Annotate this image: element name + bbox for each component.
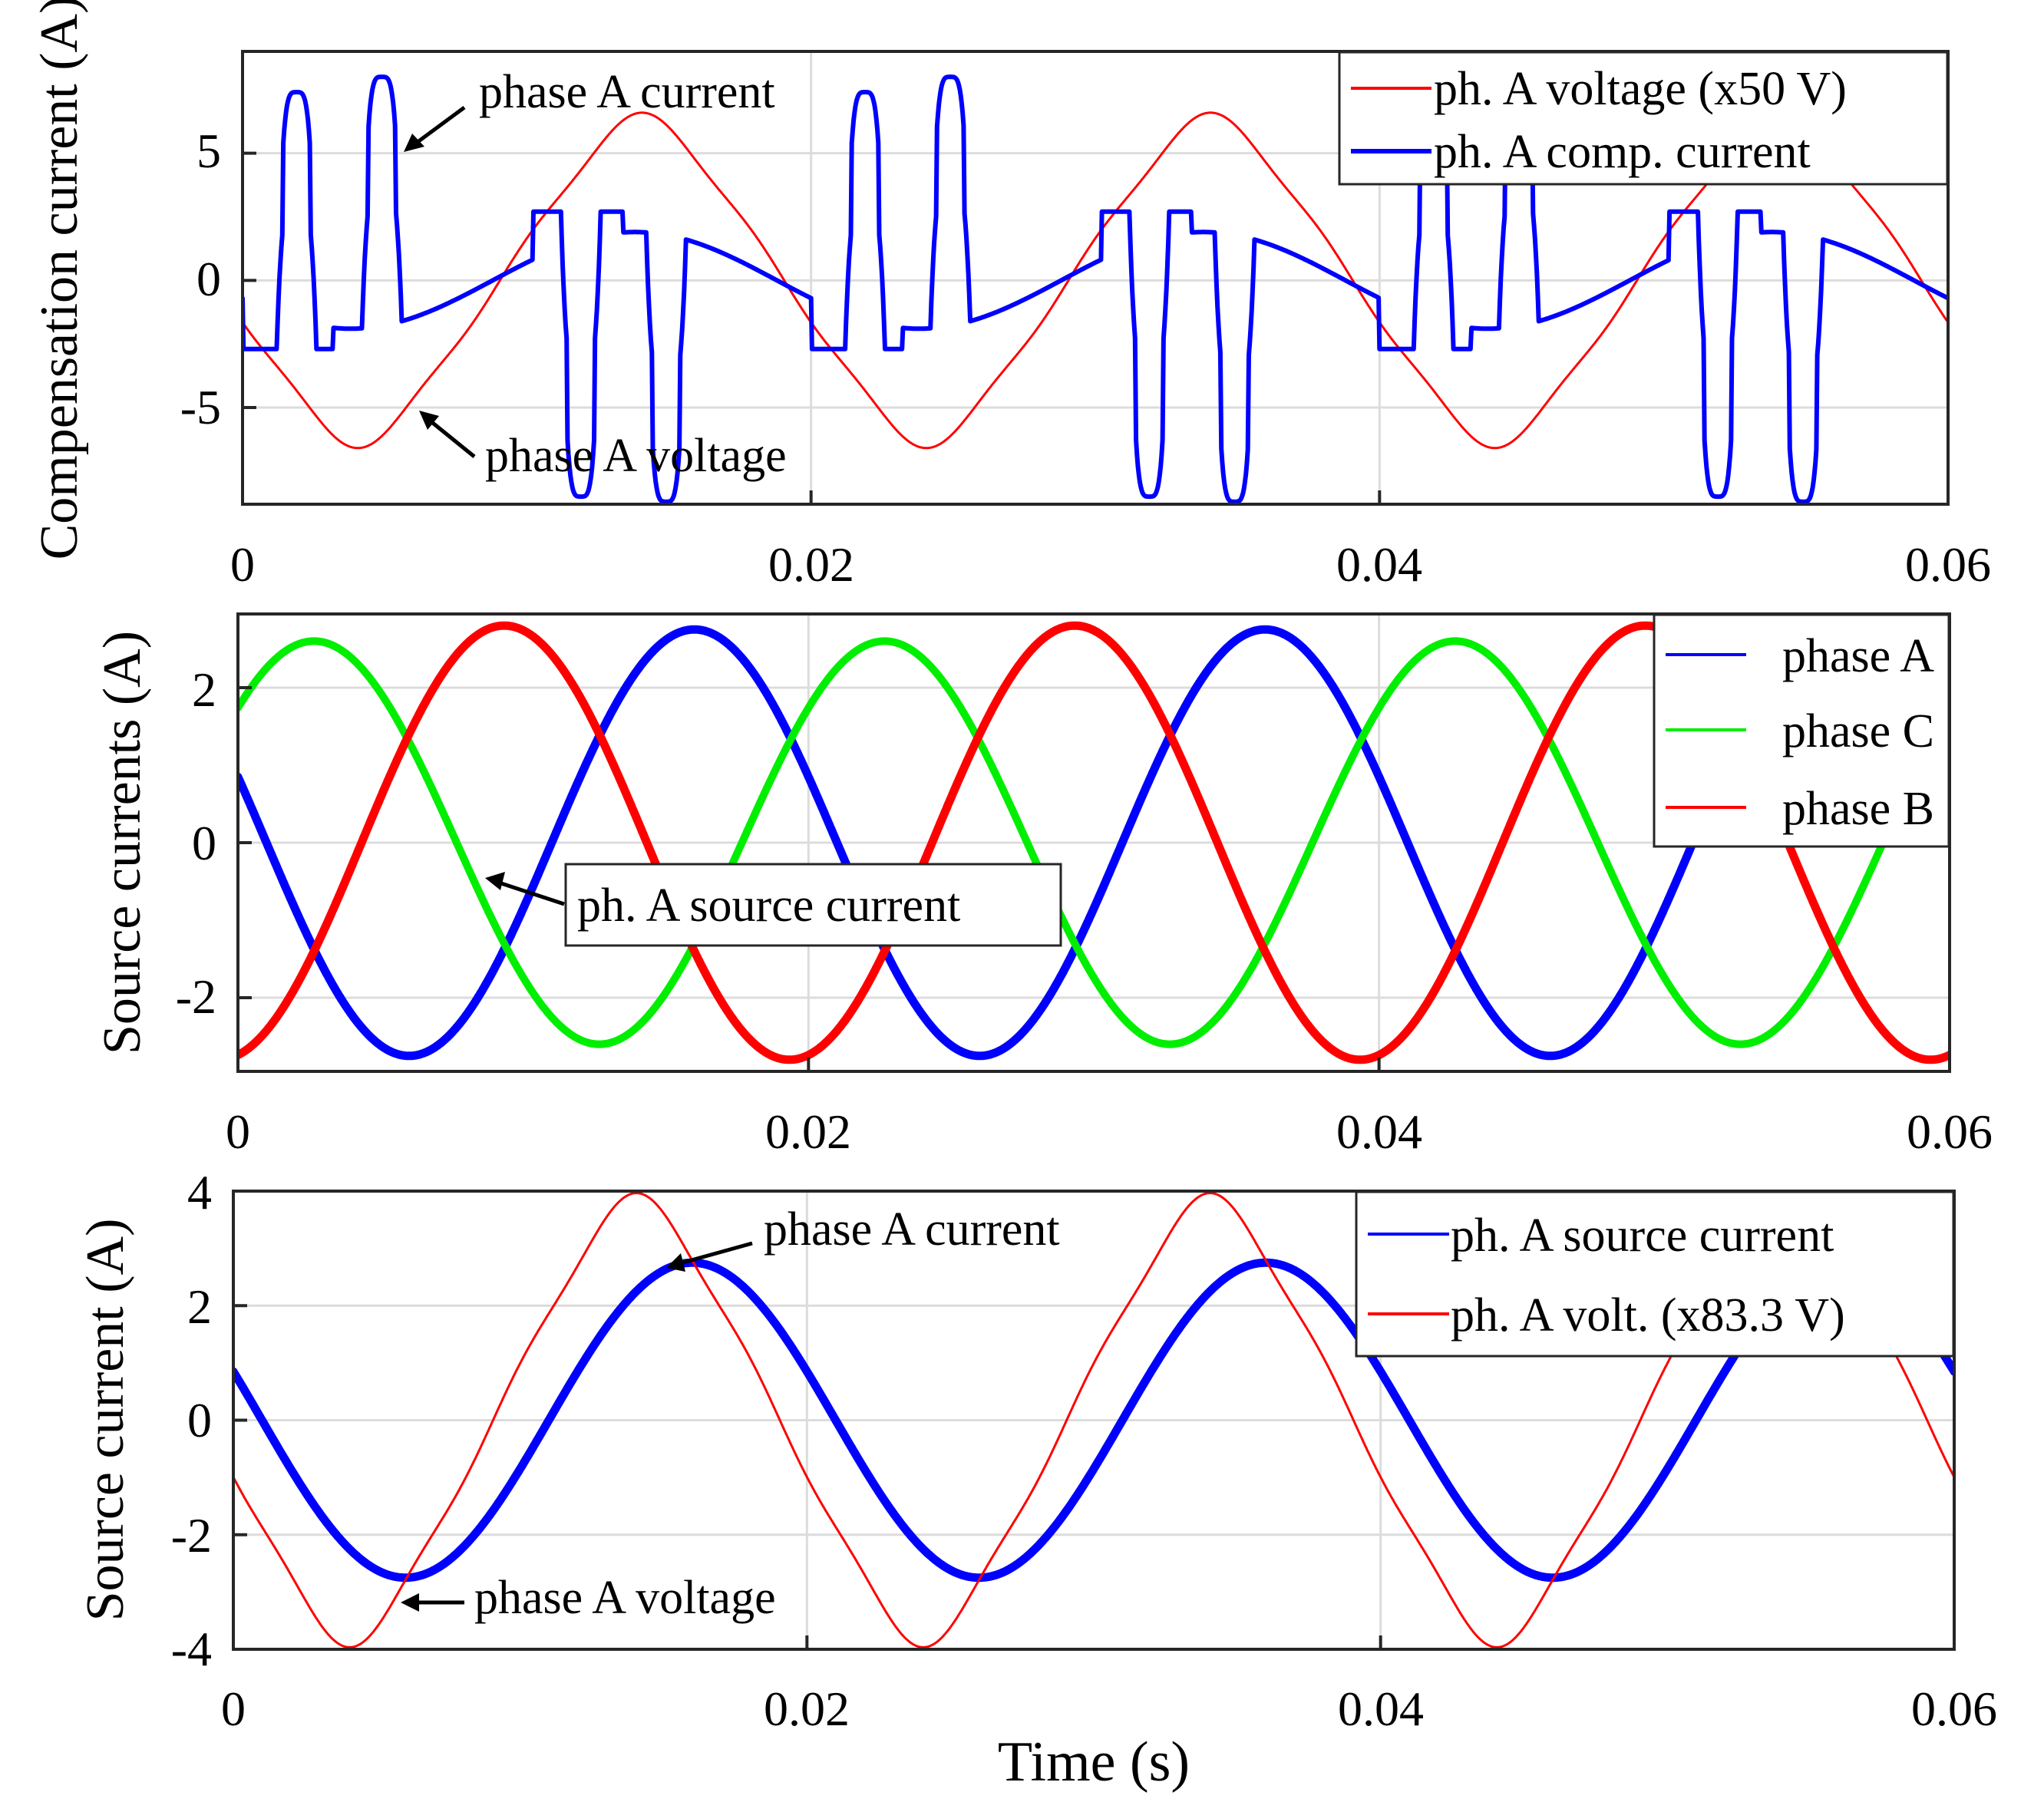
y-axis-label: Source currents (A) <box>93 631 152 1054</box>
legend-label: phase A <box>1782 630 1934 682</box>
legend-label: ph. A source current <box>1451 1210 1834 1262</box>
y-tick-label: 4 <box>187 1165 212 1219</box>
x-tick-label: 0.04 <box>1338 1682 1424 1736</box>
annotation-arrow <box>666 1241 753 1272</box>
y-tick-label: 5 <box>196 124 221 178</box>
x-tick-label: 0.02 <box>768 537 854 592</box>
annotation-text: phase A current <box>479 66 775 118</box>
legend-box <box>1355 1190 1955 1358</box>
y-tick-label: 0 <box>192 816 216 870</box>
annotation-arrow <box>419 411 476 458</box>
series-line-ph-a-source-current <box>233 1258 1954 1583</box>
legend: ph. A source current ph. A volt. (x83.3 … <box>1355 1190 1955 1358</box>
annotation-text: phase A voltage <box>474 1572 776 1624</box>
y-tick-label: 0 <box>196 252 221 306</box>
panel-source-currents: 2 0 -2 0 0.02 0.04 0.06 Source currents … <box>93 612 1993 1159</box>
annotation-box <box>564 863 1062 947</box>
tick-marks <box>241 151 1950 504</box>
legend-label: ph. A voltage (x50 V) <box>1434 63 1847 115</box>
y-tick-label: -4 <box>171 1622 212 1676</box>
panel-source-current: 4 2 0 -2 -4 0 0.02 0.04 0.06 Source curr… <box>76 1165 1997 1794</box>
legend-label: ph. A volt. (x83.3 V) <box>1451 1289 1845 1342</box>
x-axis-label: Time (s) <box>998 1731 1190 1794</box>
y-axis-label: Compensation current (A) <box>30 0 89 559</box>
series-line-ph-a-volt-x83-3-v <box>233 1192 1954 1649</box>
tick-marks <box>232 1190 1956 1651</box>
y-tick-label: -5 <box>180 380 221 434</box>
legend-box <box>1338 51 1949 186</box>
plot-frame <box>241 50 1950 506</box>
series-layer <box>233 1192 1954 1649</box>
legend-label: phase B <box>1782 783 1934 835</box>
x-tick-label: 0.02 <box>764 1682 850 1736</box>
annotation-text: phase A voltage <box>485 430 787 482</box>
y-tick-label: 2 <box>192 662 216 717</box>
x-tick-label: 0.06 <box>1907 1104 1993 1159</box>
y-axis-label: Source current (A) <box>76 1219 135 1622</box>
annotation-text: ph. A source current <box>577 880 960 932</box>
legend: phase A phase C phase B <box>1653 613 1950 848</box>
series-line-phase-c <box>238 637 1950 1048</box>
x-tick-label: 0.02 <box>765 1104 851 1159</box>
x-tick-label: 0 <box>226 1104 250 1159</box>
x-tick-label: 0.06 <box>1911 1682 1997 1736</box>
panel-compensation-current: 5 0 -5 0 0.02 0.04 0.06 Compensation cur… <box>30 0 1991 592</box>
annotation-arrow <box>401 1593 464 1612</box>
legend-label: phase C <box>1782 705 1934 757</box>
legend: ph. A voltage (x50 V) ph. A comp. curren… <box>1338 51 1949 186</box>
tick-marks <box>236 685 1951 1071</box>
y-tick-label: 2 <box>187 1279 212 1334</box>
x-tick-label: 0 <box>230 537 255 592</box>
x-tick-label: 0.04 <box>1336 537 1422 592</box>
x-tick-label: 0.06 <box>1905 537 1991 592</box>
series-layer <box>243 74 1948 504</box>
y-tick-label: -2 <box>171 1508 212 1563</box>
series-line-ph-a-comp-current <box>243 74 1948 504</box>
x-tick-label: 0 <box>221 1682 246 1736</box>
x-tick-label: 0.04 <box>1336 1104 1422 1159</box>
y-tick-label: -2 <box>176 969 216 1024</box>
annotation-arrow <box>485 872 565 906</box>
annotation-text: phase A current <box>764 1203 1060 1256</box>
legend-label: ph. A comp. current <box>1434 126 1811 178</box>
y-tick-label: 0 <box>187 1393 212 1447</box>
annotation-arrow <box>404 105 466 152</box>
series-line-phase-a <box>238 625 1950 1061</box>
series-line-ph-a-voltage-x50-v <box>243 111 1948 450</box>
